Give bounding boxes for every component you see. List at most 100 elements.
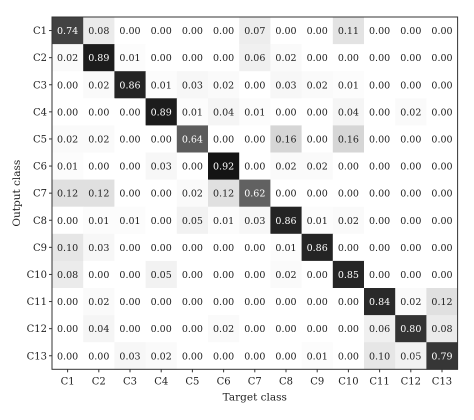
heatmap-cell (301, 288, 334, 316)
heatmap-cell (208, 342, 240, 370)
heatmap-cell (145, 233, 178, 262)
cell-value-label: 0.00 (244, 80, 265, 91)
cell-value-label: 0.01 (151, 80, 172, 91)
y-tick-label: C5 (33, 134, 47, 145)
cell-value-label: 0.74 (57, 26, 78, 37)
cell-value-label: 0.02 (88, 80, 109, 91)
cell-value-label: 0.00 (213, 243, 234, 254)
heatmap-cell (426, 71, 458, 99)
heatmap-cell (52, 206, 84, 235)
heatmap-cell (208, 71, 240, 99)
cell-value-label: 0.00 (244, 270, 265, 281)
heatmap-cell (301, 206, 334, 235)
cell-value-label: 0.00 (182, 351, 203, 362)
heatmap-cell (52, 315, 84, 343)
cell-value-label: 0.02 (88, 297, 109, 308)
heatmap-cell (270, 152, 302, 180)
cell-value-label: 0.00 (119, 324, 140, 335)
heatmap-cell (364, 342, 396, 370)
cell-value-label: 0.00 (431, 26, 452, 37)
cell-value-label: 0.01 (307, 351, 328, 362)
heatmap-cell (83, 17, 115, 45)
cell-value-label: 0.00 (275, 107, 296, 118)
cell-value-label: 0.02 (338, 216, 359, 227)
cell-value-label: 0.01 (88, 216, 109, 227)
heatmap-cell (426, 206, 458, 235)
heatmap-cell (145, 125, 178, 153)
cell-value-label: 0.00 (307, 270, 328, 281)
heatmap-cell (301, 179, 334, 208)
heatmap-cell (114, 125, 146, 153)
cell-value-label: 0.00 (431, 216, 452, 227)
heatmap-cell (332, 233, 365, 262)
cell-value-label: 0.00 (275, 351, 296, 362)
cell-value-label: 0.00 (213, 53, 234, 64)
cell-value-label: 0.00 (182, 243, 203, 254)
heatmap-cell (145, 342, 178, 370)
heatmap-cell (426, 179, 458, 208)
heatmap-cell (114, 152, 146, 180)
cell-value-label: 0.00 (244, 324, 265, 335)
heatmap-cell (208, 125, 240, 153)
heatmap-cell (176, 152, 209, 180)
cell-value-label: 0.85 (338, 270, 359, 281)
heatmap-cells: 0.74 0.08 0.00 0.00 0.00 0.00 0.07 0.00 0.00 0.11… (52, 17, 458, 370)
y-tick-label: C6 (33, 162, 47, 173)
cell-value-label: 0.79 (431, 351, 452, 362)
heatmap-cell (364, 71, 396, 99)
heatmap-cell (145, 288, 178, 316)
heatmap-cell (83, 233, 115, 262)
heatmap-cell (52, 233, 84, 262)
heatmap-cell (239, 233, 271, 262)
cell-value-label: 0.00 (369, 162, 390, 173)
cell-value-label: 0.16 (275, 134, 296, 145)
heatmap-cell (208, 233, 240, 262)
cell-value-label: 0.00 (88, 351, 109, 362)
heatmap-cell (395, 44, 427, 72)
heatmap-cell (301, 342, 334, 370)
cell-value-label: 0.00 (88, 270, 109, 281)
y-tick-label: C2 (33, 53, 47, 64)
cell-value-label: 0.00 (182, 26, 203, 37)
cell-value-label: 0.00 (88, 107, 109, 118)
cell-value-label: 0.00 (151, 324, 172, 335)
cell-value-label: 0.00 (400, 270, 421, 281)
heatmap-cell (208, 17, 240, 45)
cell-value-label: 0.00 (57, 351, 78, 362)
heatmap-cell (114, 260, 146, 289)
cell-value-label: 0.00 (431, 270, 452, 281)
heatmap-cell (52, 288, 84, 316)
heatmap-cell (208, 315, 240, 343)
cell-value-label: 0.16 (338, 134, 359, 145)
cell-value-label: 0.06 (244, 53, 265, 64)
cell-value-label: 0.00 (307, 53, 328, 64)
heatmap-cell (395, 98, 427, 126)
heatmap-cell (83, 260, 115, 289)
heatmap-cell (426, 98, 458, 126)
cell-value-label: 0.03 (275, 80, 296, 91)
cell-value-label: 0.00 (400, 134, 421, 145)
cell-value-label: 0.02 (307, 162, 328, 173)
heatmap-cell (114, 288, 146, 316)
y-tick-label: C8 (33, 216, 47, 227)
heatmap-cell (364, 44, 396, 72)
cell-value-label: 0.02 (307, 80, 328, 91)
cell-value-label: 0.01 (182, 107, 203, 118)
heatmap-cell (114, 233, 146, 262)
heatmap-cell (208, 206, 240, 235)
cell-value-label: 0.00 (57, 216, 78, 227)
cell-value-label: 0.00 (57, 80, 78, 91)
heatmap-cell (426, 233, 458, 262)
heatmap-cell (176, 206, 209, 235)
heatmap-cell (52, 260, 84, 289)
heatmap-cell (426, 288, 458, 316)
heatmap-cell (395, 179, 427, 208)
heatmap-cell (301, 233, 334, 262)
x-tick-label: C7 (248, 376, 262, 387)
heatmap-cell (270, 179, 302, 208)
x-tick-label: C8 (279, 376, 293, 387)
heatmap-cell (114, 44, 146, 72)
cell-value-label: 0.02 (213, 324, 234, 335)
heatmap-cell (208, 152, 240, 180)
